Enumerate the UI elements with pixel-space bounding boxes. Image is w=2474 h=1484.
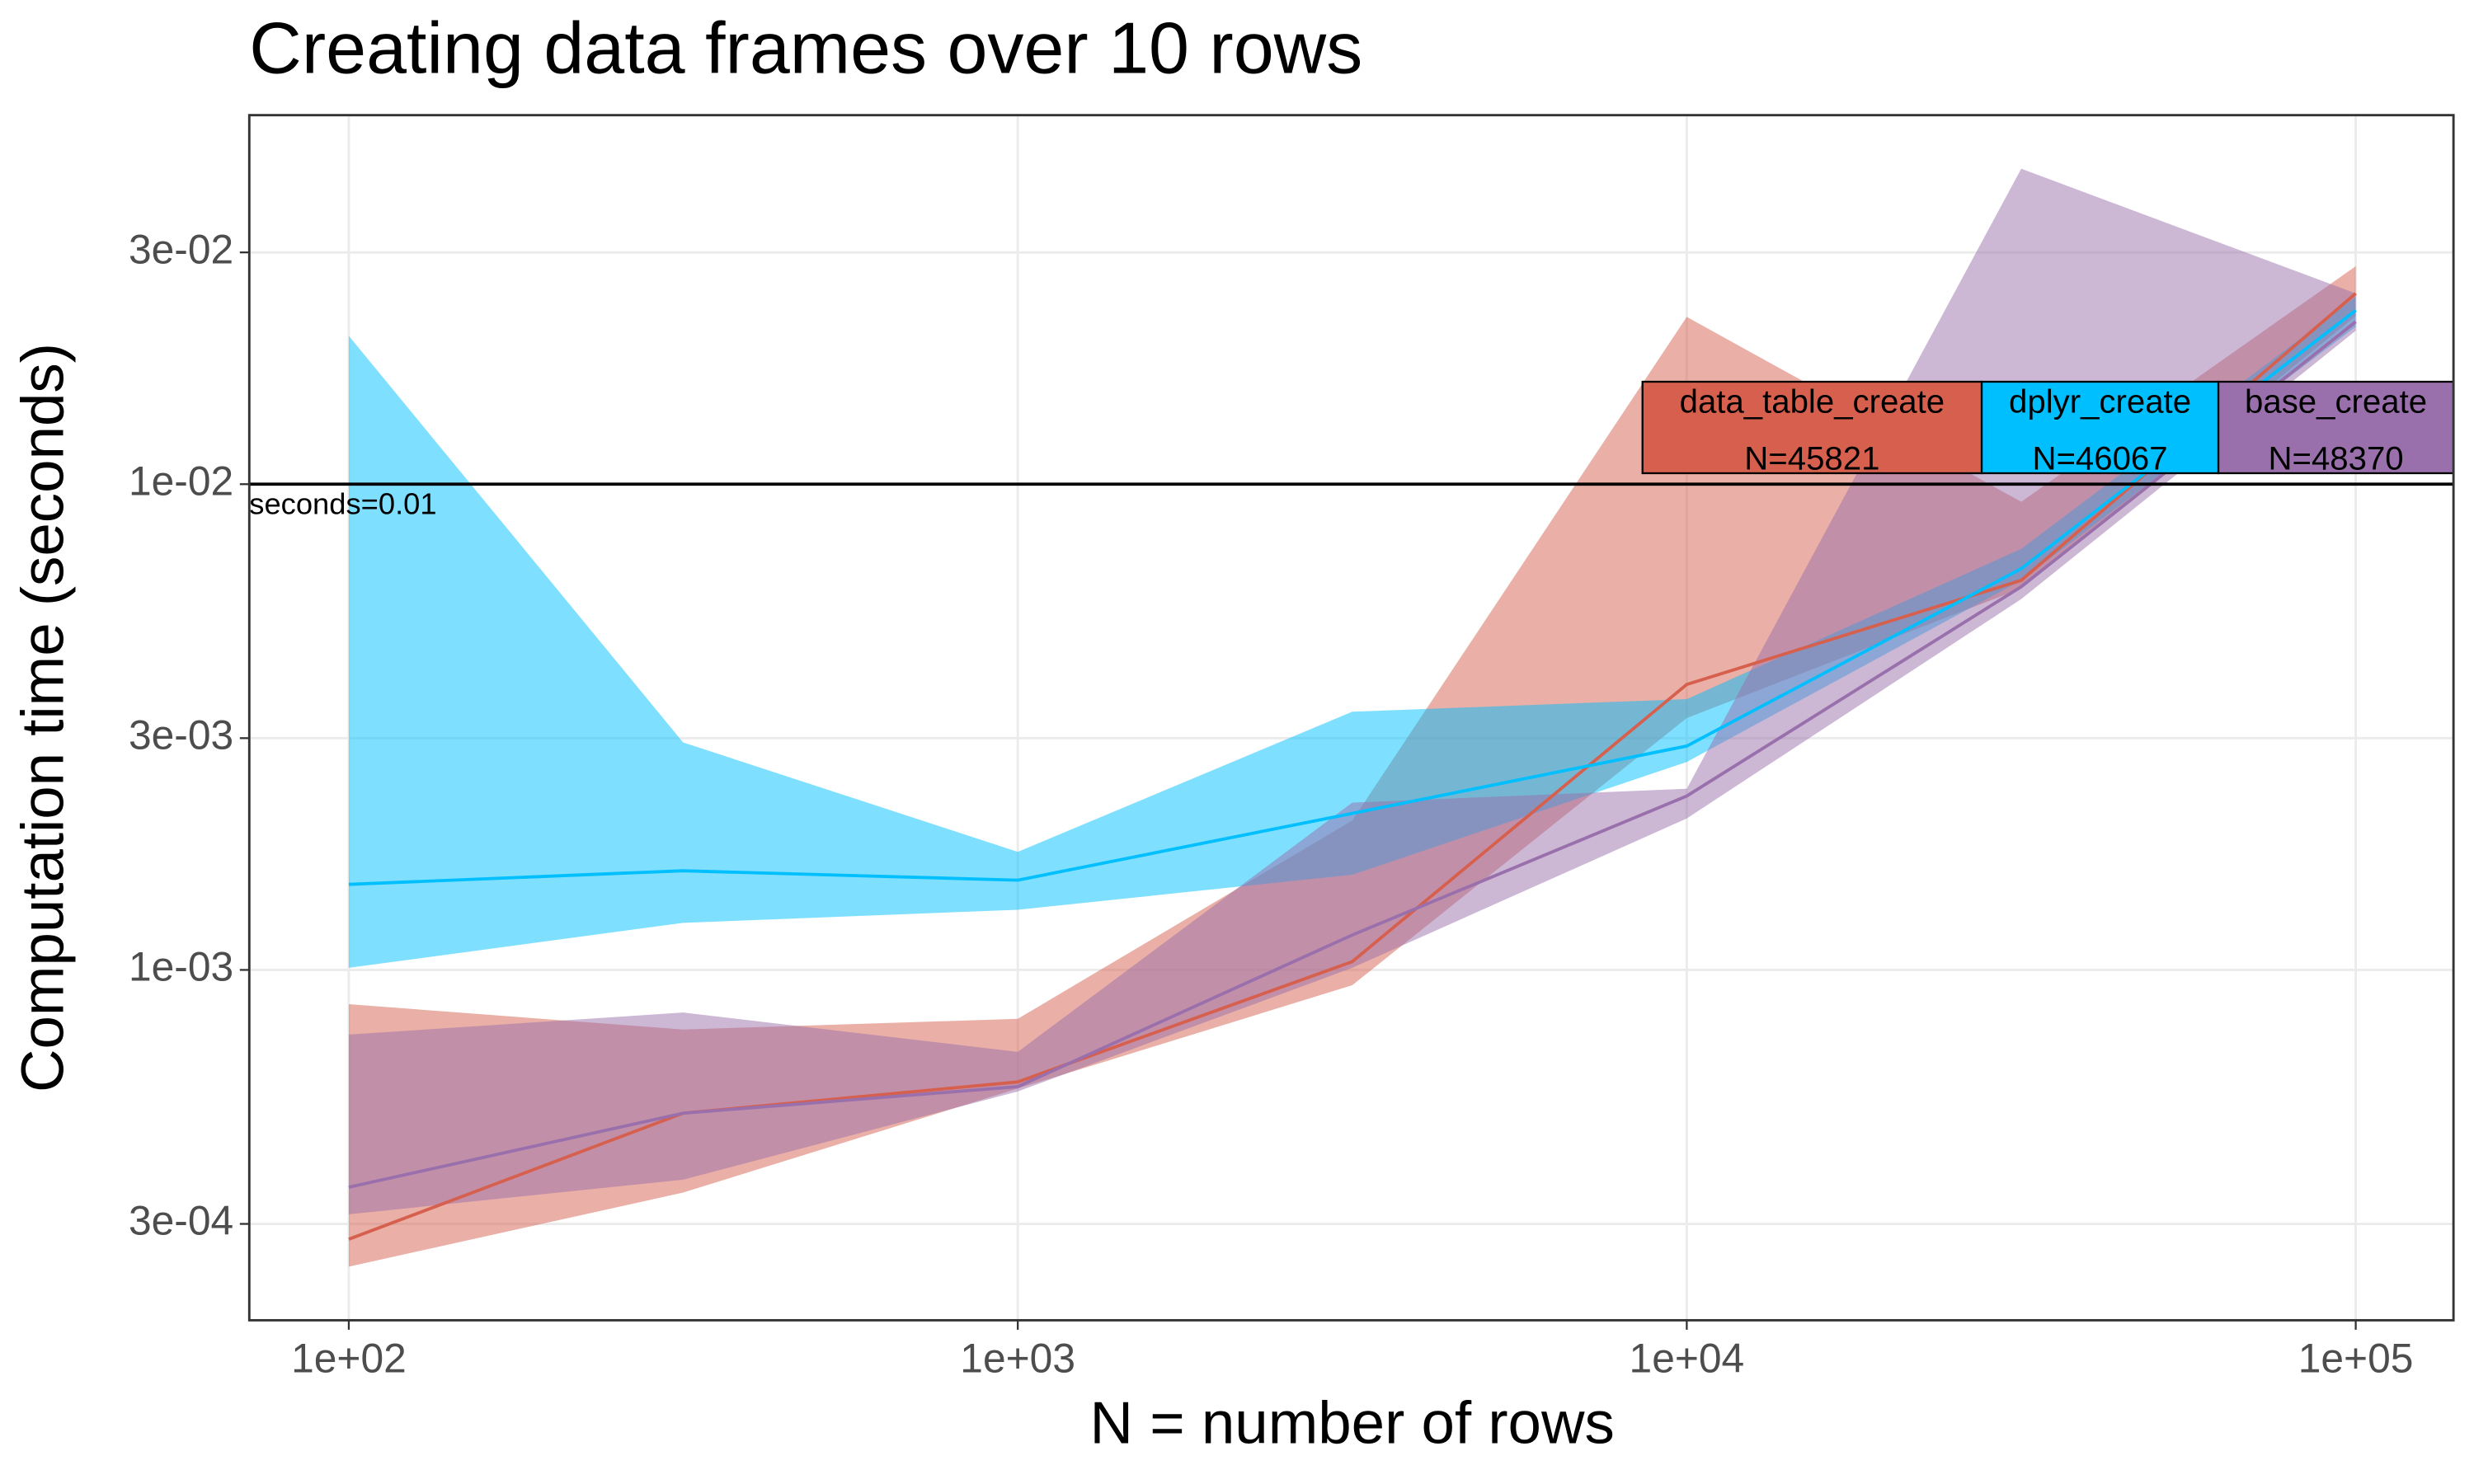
x-tick-label: 1e+04 xyxy=(1630,1335,1745,1381)
x-tick-label: 1e+05 xyxy=(2298,1335,2414,1381)
series-count-label: N=46067 xyxy=(2032,439,2167,477)
plot-border xyxy=(247,114,2455,1322)
x-tick-label: 1e+03 xyxy=(960,1335,1075,1381)
y-tick-label: 3e-03 xyxy=(129,711,233,758)
series-count-label: N=48370 xyxy=(2269,439,2404,477)
y-axis-title: Computation time (seconds) xyxy=(10,343,77,1092)
y-tick-label: 1e-03 xyxy=(129,944,233,990)
confidence-band xyxy=(348,168,2356,1214)
y-tick-label: 3e-04 xyxy=(129,1198,233,1244)
series-label: dplyr_create xyxy=(2009,383,2191,420)
series-label-box xyxy=(1641,380,1983,475)
series-label: base_create xyxy=(2245,383,2427,420)
chart-title: Creating data frames over 10 rows xyxy=(249,7,1362,88)
y-tick-label: 1e-02 xyxy=(129,458,233,504)
series-count-label: N=45821 xyxy=(1744,439,1879,477)
x-tick-label: 1e+02 xyxy=(291,1335,407,1381)
series-line xyxy=(348,320,2357,1189)
x-axis-title: N = number of rows xyxy=(1090,1390,1615,1457)
series-line xyxy=(348,308,2357,886)
reference-label: seconds=0.01 xyxy=(249,487,436,521)
y-tick-label: 3e-02 xyxy=(129,226,233,272)
confidence-band xyxy=(348,297,2356,968)
series-label: data_table_create xyxy=(1680,383,1945,420)
